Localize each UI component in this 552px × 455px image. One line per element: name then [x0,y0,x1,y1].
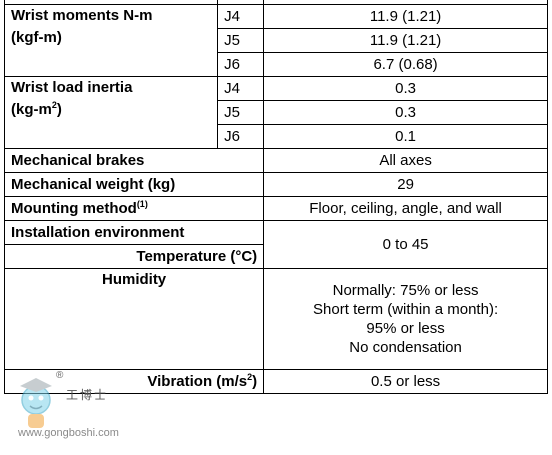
value-cell: 11.9 (1.21) [263,4,548,29]
vibration-row: Vibration (m/s2) 0.5 or less [3,369,548,394]
watermark-url: www.gongboshi.com [18,427,119,439]
humidity-value: Normally: 75% or less Short term (within… [263,268,548,370]
wrist-moments-label: Wrist moments N-m (kgf-m) [3,4,219,77]
environment-row: Installation environment 0 to 45 [3,220,548,269]
temperature-label: Temperature (°C) [3,244,265,269]
wrist-inertia-row-j5: J5 0.3 [5,100,548,125]
value-cell: 0.3 [263,76,548,101]
brakes-value: All axes [263,148,548,173]
axis-cell: J6 [217,124,265,149]
value-cell: 6.7 (0.68) [263,52,548,77]
mounting-value: Floor, ceiling, angle, and wall [263,196,548,221]
mounting-row: Mounting method(1) Floor, ceiling, angle… [3,196,548,221]
weight-row: Mechanical weight (kg) 29 [3,172,548,197]
wrist-inertia-label: Wrist load inertia (kg-m2) [3,76,219,149]
wrist-moments-row-j5: J5 11.9 (1.21) [5,28,548,53]
axis-cell: J5 [217,100,265,125]
spec-table: Wrist moments N-m (kgf-m) J4 11.9 (1.21)… [3,0,548,394]
brakes-label: Mechanical brakes [3,148,265,173]
vibration-value: 0.5 or less [263,369,548,394]
wrist-moments-row-j4: Wrist moments N-m (kgf-m) J4 11.9 (1.21) [3,4,548,77]
value-cell: 0.1 [263,124,548,149]
brakes-row: Mechanical brakes All axes [3,148,548,173]
axis-cell: J4 [217,4,265,29]
environment-label: Installation environment [3,220,265,245]
value-cell: 11.9 (1.21) [263,28,548,53]
humidity-label: Humidity [3,268,265,370]
axis-cell: J4 [217,76,265,101]
axis-cell: J5 [217,28,265,53]
weight-label: Mechanical weight (kg) [3,172,265,197]
mascot-watermark-icon [20,378,52,428]
value-cell: 0.3 [263,100,548,125]
vibration-label: Vibration (m/s2) [3,369,265,394]
temperature-value: 0 to 45 [263,220,548,269]
humidity-row: Humidity Normally: 75% or less Short ter… [3,268,548,370]
wrist-inertia-row-j4: Wrist load inertia (kg-m2) J4 0.3 [3,76,548,149]
footnote-marker: (1) [136,198,148,209]
registered-mark: ® [56,370,64,381]
temperature-row: Temperature (°C) [3,244,548,269]
weight-value: 29 [263,172,548,197]
watermark-brand: 工博士 [66,388,109,402]
axis-cell: J6 [217,52,265,77]
mounting-label: Mounting method(1) [3,196,265,221]
